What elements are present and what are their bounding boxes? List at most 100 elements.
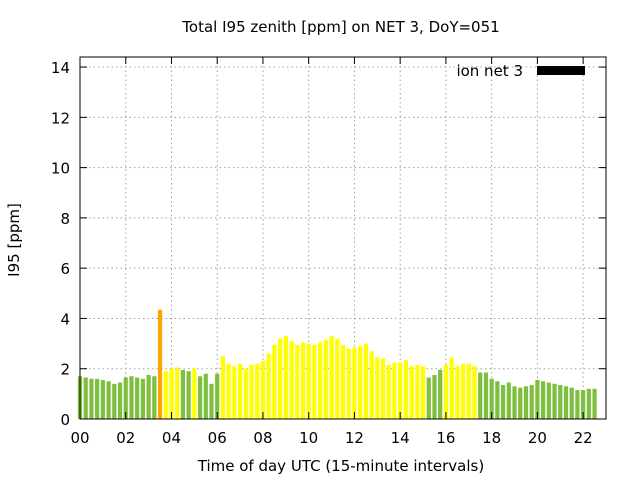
bar (438, 369, 443, 419)
x-tick-label: 12 (345, 429, 364, 447)
bar (586, 388, 591, 419)
bar (152, 376, 157, 419)
x-tick-label: 10 (299, 429, 318, 447)
bar (518, 387, 523, 419)
bar (552, 383, 557, 419)
bar (89, 378, 94, 419)
bar (352, 347, 357, 419)
bar (192, 368, 197, 419)
bar (197, 376, 203, 419)
bar (220, 356, 226, 419)
bar (329, 336, 334, 419)
x-tick-label: 16 (436, 429, 455, 447)
bar (112, 383, 117, 419)
bar (512, 386, 517, 419)
bar (186, 371, 191, 419)
bar (558, 385, 563, 419)
y-tick-label: 12 (51, 109, 70, 127)
bar (472, 366, 477, 419)
bar (243, 368, 248, 419)
x-tick-label: 00 (70, 429, 89, 447)
bar (300, 342, 306, 419)
y-tick-label: 14 (51, 59, 70, 77)
bar (575, 390, 580, 419)
legend-label: ion net 3 (456, 62, 523, 80)
bar (277, 338, 283, 419)
bar (478, 372, 483, 419)
bar (106, 381, 111, 419)
bar (415, 364, 420, 419)
bar (380, 358, 386, 419)
y-tick-label: 4 (60, 310, 70, 328)
bar (289, 341, 294, 419)
y-tick-label: 2 (60, 361, 70, 379)
bars (77, 309, 597, 420)
bar (255, 363, 260, 419)
y-axis-label: I95 [ppm] (5, 203, 23, 277)
x-tick-label: 14 (391, 429, 410, 447)
bar (386, 364, 391, 419)
bar (163, 371, 168, 419)
bar (209, 383, 214, 419)
bar (363, 343, 368, 419)
bar (449, 357, 454, 419)
bar (346, 348, 351, 419)
bar (295, 344, 300, 419)
x-tick-label: 18 (482, 429, 501, 447)
bar (318, 342, 323, 419)
bar (495, 381, 500, 419)
bar (569, 387, 574, 419)
y-tick-label: 10 (51, 160, 70, 178)
bar (409, 366, 414, 419)
y-tick-label: 0 (60, 411, 70, 429)
y-tick-label: 6 (60, 260, 70, 278)
bar (117, 382, 123, 419)
bar (375, 357, 380, 419)
x-tick-label: 02 (116, 429, 135, 447)
bar (523, 386, 529, 419)
bar (169, 368, 174, 419)
bar (563, 386, 569, 419)
bar (500, 385, 506, 419)
plot-frame (79, 56, 607, 420)
bar (266, 353, 271, 419)
bar (392, 362, 397, 419)
bar (123, 377, 128, 419)
bar (340, 344, 346, 419)
bar (95, 378, 100, 419)
bar (369, 351, 374, 420)
y-tick-label: 8 (60, 210, 70, 228)
bar (506, 382, 511, 419)
bar (146, 375, 151, 419)
bar (215, 373, 220, 419)
bar (312, 344, 317, 419)
bar (249, 364, 254, 419)
bar (420, 366, 426, 419)
bar (529, 385, 534, 419)
bar (129, 376, 134, 419)
bar (135, 377, 140, 419)
x-tick-label: 04 (162, 429, 181, 447)
bar (466, 363, 471, 419)
bar (443, 364, 449, 419)
bar (323, 339, 328, 419)
x-tick-label: 06 (208, 429, 227, 447)
bar (260, 361, 266, 419)
bar (83, 377, 88, 419)
bar (358, 346, 363, 419)
bar (398, 362, 403, 419)
x-tick-label: 20 (528, 429, 547, 447)
bar (232, 366, 237, 419)
x-tick-label: 22 (574, 429, 593, 447)
x-tick-label: 08 (253, 429, 272, 447)
bar (432, 375, 437, 419)
bar (489, 378, 494, 419)
bar (483, 372, 489, 419)
legend-swatch (537, 66, 585, 75)
x-axis-label: Time of day UTC (15-minute intervals) (197, 457, 484, 475)
chart-title: Total I95 zenith [ppm] on NET 3, DoY=051 (181, 18, 499, 36)
bar (403, 359, 409, 419)
bar (157, 309, 163, 419)
